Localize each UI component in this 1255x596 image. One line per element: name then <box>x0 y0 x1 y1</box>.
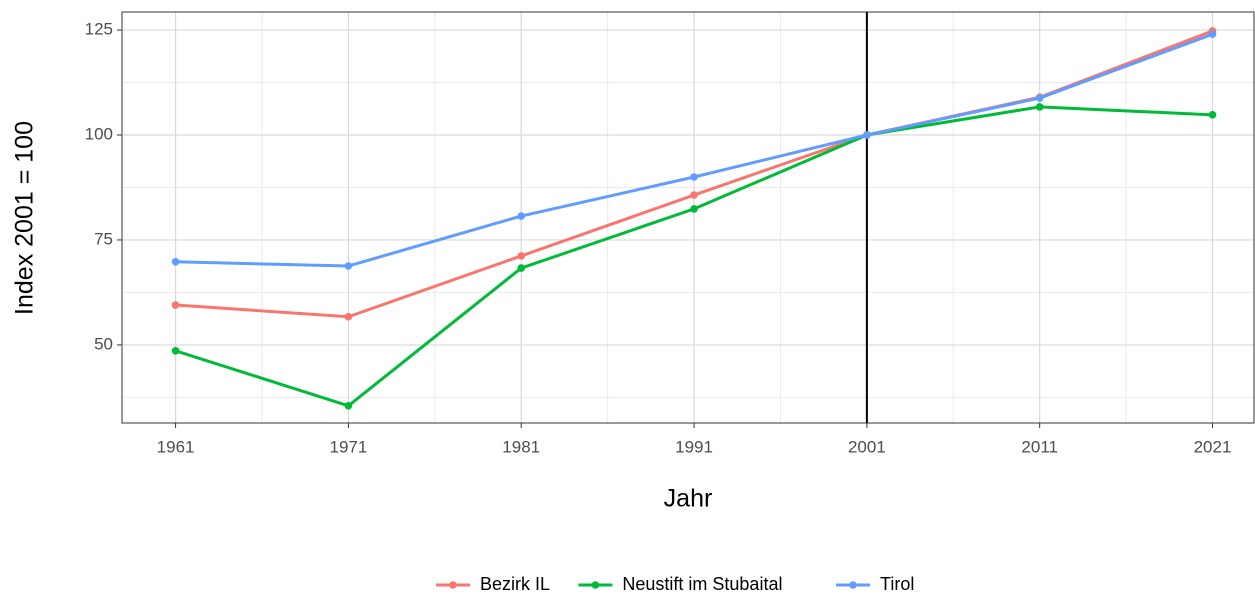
x-axis-title: Jahr <box>664 485 713 513</box>
point <box>690 173 698 181</box>
x-tick-label: 2011 <box>1021 437 1058 456</box>
y-tick-label: 100 <box>85 124 113 143</box>
point <box>690 191 698 199</box>
point <box>171 301 180 309</box>
y-tick-label: 125 <box>85 20 113 39</box>
point <box>517 264 526 272</box>
point <box>1208 30 1217 39</box>
point <box>171 346 180 355</box>
point <box>863 131 871 139</box>
point <box>690 205 698 213</box>
legend-key-point <box>849 581 857 589</box>
x-tick-label: 2001 <box>848 437 886 456</box>
point <box>1035 94 1044 102</box>
x-tick-label: 1961 <box>157 437 195 456</box>
x-tick-label: 1971 <box>329 437 367 456</box>
y-axis-title: Index 2001 = 100 <box>11 121 39 315</box>
point <box>1208 111 1217 119</box>
point <box>171 257 180 266</box>
y-tick-label: 50 <box>94 334 113 353</box>
point <box>1035 103 1044 111</box>
point <box>344 401 353 410</box>
x-tick-label: 2021 <box>1194 437 1232 456</box>
legend-text: Tirol <box>880 574 914 594</box>
point <box>344 312 353 321</box>
point <box>517 252 526 260</box>
x-tick-label: 1981 <box>502 437 540 456</box>
x-tick-label: 1991 <box>675 437 713 456</box>
y-tick-label: 75 <box>94 229 113 248</box>
legend-key-point <box>591 581 600 589</box>
legend-text: Bezirk IL <box>480 574 550 594</box>
point <box>344 262 353 270</box>
legend-key-point <box>449 581 457 589</box>
point <box>517 212 526 220</box>
plot-border <box>121 11 1255 424</box>
legend-text: Neustift im Stubaital <box>622 574 782 594</box>
